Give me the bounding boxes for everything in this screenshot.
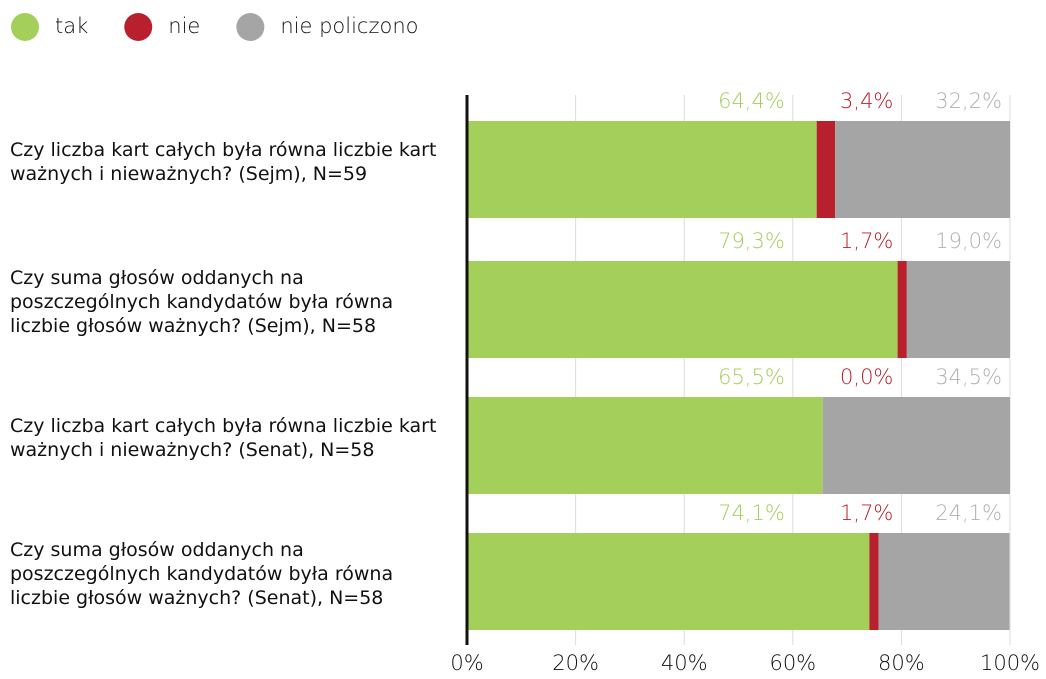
bar-segment: [878, 533, 1010, 630]
value-label: 79,3%: [718, 229, 785, 253]
x-tick-label: 40%: [661, 651, 708, 675]
x-tick-label: 60%: [769, 651, 816, 675]
value-label: 3,4%: [840, 89, 893, 113]
value-label: 1,7%: [840, 229, 893, 253]
x-tick-label: 0%: [450, 651, 483, 675]
value-label: 1,7%: [840, 501, 893, 525]
bar-segment: [906, 261, 1010, 358]
legend-swatch: [124, 13, 153, 41]
category-label: Czy suma głosów oddanych na poszczególny…: [10, 538, 394, 609]
value-label: 64,4%: [718, 89, 785, 113]
bar-segment: [467, 261, 898, 358]
value-label: 74,1%: [718, 501, 785, 525]
x-tick-label: 100%: [980, 651, 1040, 675]
bar-segment: [822, 397, 1010, 494]
category-label: Czy suma głosów oddanych na poszczególny…: [10, 266, 394, 337]
legend-swatch: [11, 13, 39, 41]
legend-label: tak: [55, 14, 88, 38]
value-label: 19,0%: [935, 229, 1002, 253]
bar-segment: [467, 121, 817, 218]
x-tick-label: 80%: [878, 651, 925, 675]
legend-label: nie: [168, 14, 200, 38]
value-label: 24,1%: [935, 501, 1002, 525]
value-label: 65,5%: [718, 365, 785, 389]
x-tick-label: 20%: [552, 651, 599, 675]
legend-swatch: [236, 13, 265, 41]
bar-segment: [816, 121, 836, 218]
value-label: 34,5%: [935, 365, 1002, 389]
bar-segment: [467, 397, 823, 494]
legend-label: nie policzono: [280, 14, 418, 38]
category-label: Czy liczba kart całych była równa liczbi…: [10, 138, 437, 185]
value-label: 32,2%: [935, 89, 1002, 113]
category-label: Czy liczba kart całych była równa liczbi…: [10, 414, 437, 461]
bar-segment: [897, 261, 907, 358]
bar-segment: [835, 121, 1010, 218]
bar-segment: [869, 533, 879, 630]
bar-segment: [467, 533, 870, 630]
value-label: 0,0%: [840, 365, 893, 389]
